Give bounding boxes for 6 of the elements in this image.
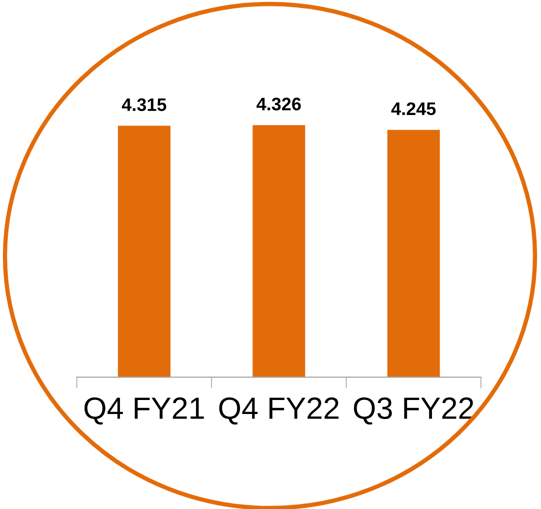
data-label: 4.326 (256, 98, 301, 110)
x-tick-label: Q4 FY22 (219, 397, 338, 425)
data-label: 4.245 (391, 102, 436, 116)
x-tick-label: Q3 FY22 (354, 397, 474, 425)
x-tick-label: Q4 FY21 (84, 397, 204, 425)
data-label: 4.315 (122, 98, 166, 112)
